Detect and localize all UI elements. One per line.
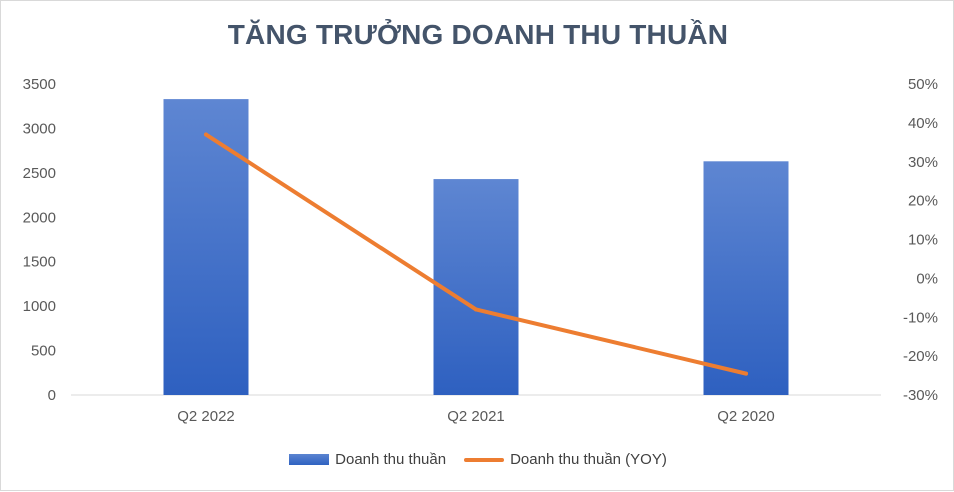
y-left-tick-label: 1500 [23, 254, 56, 271]
y-right-tick-label: 50% [908, 76, 938, 93]
y-left-tick-label: 3000 [23, 120, 56, 137]
legend-bar-label: Doanh thu thuần [335, 451, 447, 468]
bar [163, 99, 249, 395]
chart-legend: Doanh thu thuần Doanh thu thuần (YOY) [1, 451, 954, 468]
bar [703, 161, 789, 395]
yoy-point [744, 371, 748, 376]
legend-line-label: Doanh thu thuần (YOY) [510, 451, 667, 468]
legend-item-bar: Doanh thu thuần [289, 451, 446, 468]
legend-item-line: Doanh thu thuần (YOY) [464, 451, 667, 468]
yoy-point [474, 307, 478, 312]
y-left-tick-label: 1000 [23, 298, 56, 315]
y-right-tick-label: 30% [908, 154, 938, 171]
y-left-tick-label: 2500 [23, 165, 56, 182]
y-left-tick-label: 3500 [23, 76, 56, 93]
yoy-point [204, 132, 208, 137]
y-right-tick-label: 10% [908, 232, 938, 249]
y-right-tick-label: 40% [908, 115, 938, 132]
x-tick-label: Q2 2020 [717, 408, 775, 425]
y-left-tick-label: 2000 [23, 209, 56, 226]
bar [433, 179, 519, 395]
legend-bar-swatch [289, 454, 330, 465]
legend-line-swatch [464, 457, 505, 462]
y-right-tick-label: -10% [903, 309, 938, 326]
y-left-tick-label: 500 [31, 343, 56, 360]
x-tick-label: Q2 2022 [177, 408, 235, 425]
x-tick-label: Q2 2021 [447, 408, 505, 425]
y-right-tick-label: -20% [903, 348, 938, 365]
y-left-tick-label: 0 [48, 387, 56, 404]
y-right-tick-label: -30% [903, 387, 938, 404]
chart-title: TĂNG TRƯỞNG DOANH THU THUẦN [227, 19, 729, 50]
y-right-tick-label: 0% [916, 270, 938, 287]
y-right-tick-label: 20% [908, 193, 938, 210]
